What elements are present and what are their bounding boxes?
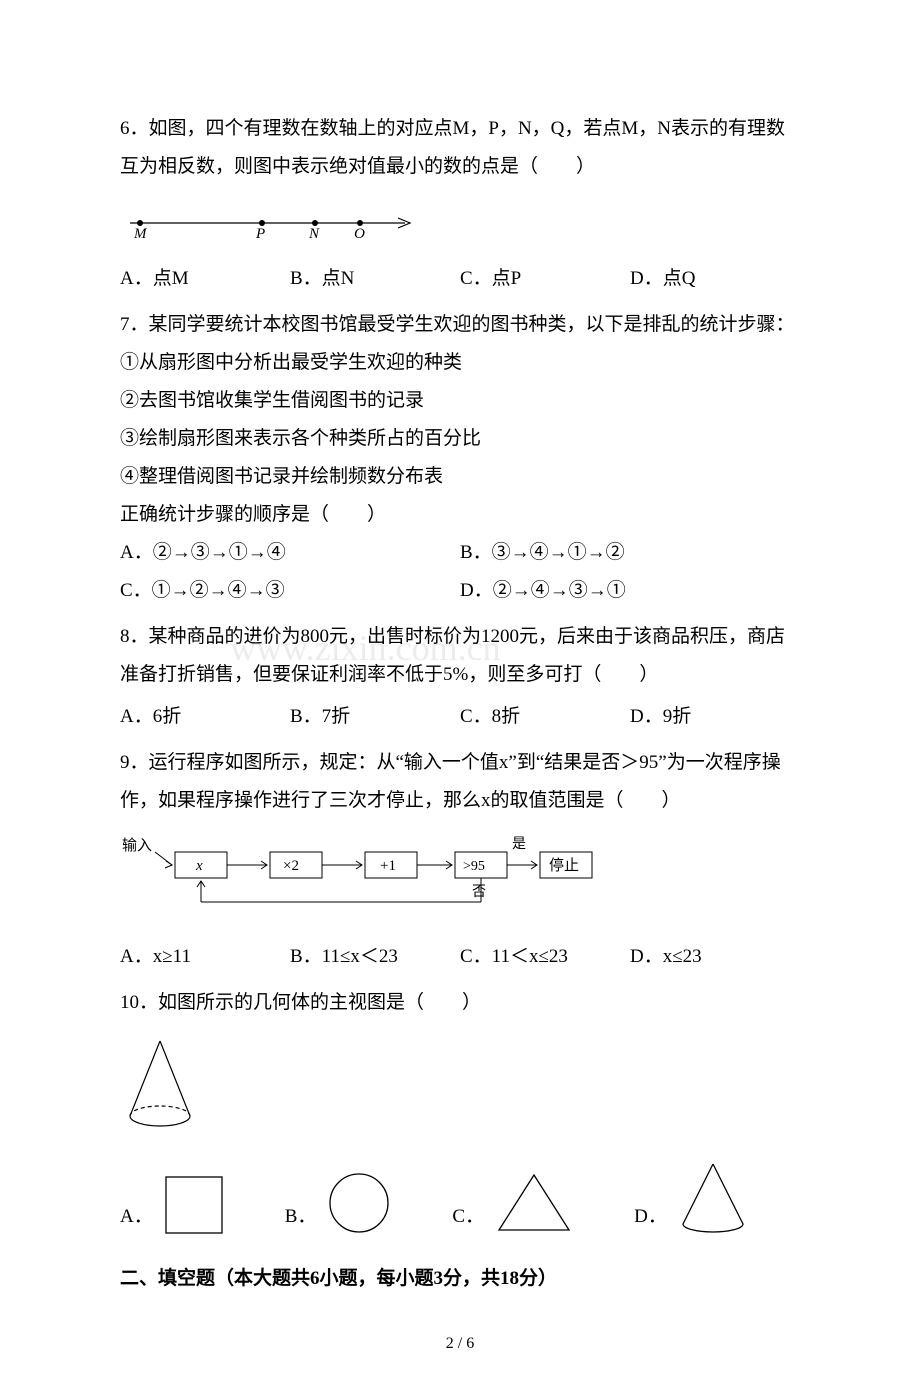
q7-step-2: ②去图书馆收集学生借阅图书的记录 <box>120 382 800 420</box>
q7-option-C: C．①→②→④→③ <box>120 572 460 610</box>
q7-prompt: 正确统计步骤的顺序是（ ） <box>120 496 800 534</box>
q10-solid <box>120 1036 800 1150</box>
q10-options: A． B． C． D． <box>120 1160 800 1236</box>
q8-option-B: B．7折 <box>290 698 460 736</box>
flow-box-x: x <box>195 858 203 874</box>
flow-yes-label: 是 <box>512 837 526 852</box>
flow-no-label: 否 <box>472 885 486 900</box>
q7-options: A．②→③→①→④ B．③→④→①→② C．①→②→④→③ D．②→④→③→① <box>120 534 800 610</box>
q10-option-A-label: A． <box>120 1198 153 1236</box>
q6-option-C: C．点P <box>460 260 630 298</box>
q9-flowchart: 输入 x ×2 +1 >95 停止 是 <box>120 834 800 928</box>
flow-input-label: 输入 <box>122 837 152 854</box>
q7-step-1: ①从扇形图中分析出最受学生欢迎的种类 <box>120 344 800 382</box>
q8-options: A．6折 B．7折 C．8折 D．9折 <box>120 698 800 736</box>
section-2-title: 二、填空题（本大题共6小题，每小题3分，共18分） <box>120 1260 800 1298</box>
number-line-svg: M P N Q <box>120 198 420 238</box>
point-M-label: M <box>133 226 148 238</box>
triangle-icon <box>494 1170 574 1236</box>
question-7-text: 7．某同学要统计本校图书馆最受学生欢迎的图书种类，以下是排乱的统计步骤： <box>120 306 800 344</box>
question-8: www.zixin.com.cn 8．某种商品的进价为800元，出售时标价为12… <box>120 618 800 736</box>
q7-option-B: B．③→④→①→② <box>460 534 800 572</box>
question-6: 6．如图，四个有理数在数轴上的对应点M，P，N，Q，若点M，N表示的有理数互为相… <box>120 110 800 298</box>
q10-option-D: D． <box>634 1160 749 1236</box>
question-9-text: 9．运行程序如图所示，规定：从“输入一个值x”到“结果是否＞95”为一次程序操作… <box>120 744 800 820</box>
flow-box-stop: 停止 <box>549 857 579 874</box>
q10-option-C-label: C． <box>452 1198 484 1236</box>
q6-options: A．点M B．点N C．点P D．点Q <box>120 260 800 298</box>
flow-box-plus1: +1 <box>380 858 396 874</box>
flowchart-svg: 输入 x ×2 +1 >95 停止 是 <box>120 834 610 914</box>
q6-number-line: M P N Q <box>120 198 800 252</box>
cone-3d-svg <box>120 1036 200 1136</box>
q10-option-A: A． <box>120 1174 225 1236</box>
circle-icon <box>326 1170 392 1236</box>
q9-option-A: A．x≥11 <box>120 938 290 976</box>
q6-option-A: A．点M <box>120 260 290 298</box>
q9-option-B: B．11≤x＜23 <box>290 938 460 976</box>
question-7: 7．某同学要统计本校图书馆最受学生欢迎的图书种类，以下是排乱的统计步骤： ①从扇… <box>120 306 800 610</box>
q10-option-B-label: B． <box>285 1198 317 1236</box>
q10-option-D-label: D． <box>634 1198 667 1236</box>
flow-box-times2: ×2 <box>283 858 299 874</box>
q6-option-B: B．点N <box>290 260 460 298</box>
q6-option-D: D．点Q <box>630 260 800 298</box>
question-8-text: 8．某种商品的进价为800元，出售时标价为1200元，后来由于该商品积压，商店准… <box>120 618 800 694</box>
q8-option-D: D．9折 <box>630 698 800 736</box>
point-N-label: N <box>308 226 320 238</box>
question-10: 10．如图所示的几何体的主视图是（ ） A． B． C． D． <box>120 984 800 1236</box>
q8-option-C: C．8折 <box>460 698 630 736</box>
q7-option-D: D．②→④→③→① <box>460 572 800 610</box>
flow-box-gt95: >95 <box>463 859 485 874</box>
cone-front-icon <box>677 1160 749 1236</box>
q9-options: A．x≥11 B．11≤x＜23 C．11＜x≤23 D．x≤23 <box>120 938 800 976</box>
q8-option-A: A．6折 <box>120 698 290 736</box>
q9-option-D: D．x≤23 <box>630 938 800 976</box>
q9-option-C: C．11＜x≤23 <box>460 938 630 976</box>
q10-option-C: C． <box>452 1170 574 1236</box>
square-icon <box>163 1174 225 1236</box>
question-10-text: 10．如图所示的几何体的主视图是（ ） <box>120 984 800 1022</box>
question-6-text: 6．如图，四个有理数在数轴上的对应点M，P，N，Q，若点M，N表示的有理数互为相… <box>120 110 800 186</box>
q10-option-B: B． <box>285 1170 393 1236</box>
question-9: 9．运行程序如图所示，规定：从“输入一个值x”到“结果是否＞95”为一次程序操作… <box>120 744 800 976</box>
point-P-label: P <box>255 226 265 238</box>
q7-option-A: A．②→③→①→④ <box>120 534 460 572</box>
point-Q-label: Q <box>354 226 365 238</box>
q7-step-3: ③绘制扇形图来表示各个种类所占的百分比 <box>120 420 800 458</box>
q7-step-4: ④整理借阅图书记录并绘制频数分布表 <box>120 458 800 496</box>
page-number: 2 / 6 <box>120 1328 800 1360</box>
